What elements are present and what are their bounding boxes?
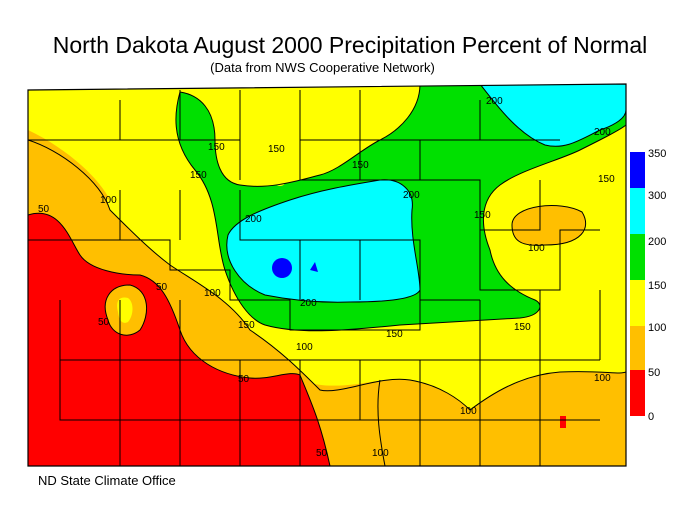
contour-label: 100 bbox=[100, 195, 117, 206]
legend-swatch bbox=[630, 152, 645, 188]
contour-label: 150 bbox=[474, 210, 491, 221]
credit-text: ND State Climate Office bbox=[38, 473, 176, 488]
contour-label: 100 bbox=[460, 406, 477, 417]
contour-label: 150 bbox=[208, 142, 225, 153]
map-subtitle: (Data from NWS Cooperative Network) bbox=[210, 60, 435, 75]
legend-label: 150 bbox=[648, 280, 666, 292]
legend-label: 200 bbox=[648, 236, 666, 248]
contour-label: 150 bbox=[352, 160, 369, 171]
contour-label: 100 bbox=[204, 288, 221, 299]
color-legend: 350 300 200 150 100 50 0 bbox=[630, 148, 666, 423]
contour-label: 100 bbox=[296, 342, 313, 353]
zone-100-150-hole-north bbox=[280, 118, 302, 140]
zone-300-350-spot-2 bbox=[310, 262, 318, 272]
legend-label: 300 bbox=[648, 190, 666, 202]
contour-label: 150 bbox=[238, 320, 255, 331]
map-title: North Dakota August 2000 Precipitation P… bbox=[52, 32, 648, 58]
legend-label: 350 bbox=[648, 148, 666, 160]
contour-label: 100 bbox=[372, 448, 389, 459]
zone-100-150-hole-small bbox=[274, 174, 286, 186]
contour-label: 50 bbox=[156, 282, 168, 293]
contour-label: 50 bbox=[238, 374, 250, 385]
legend-swatch bbox=[630, 370, 645, 416]
contour-label: 150 bbox=[514, 322, 531, 333]
contour-label: 100 bbox=[594, 373, 611, 384]
legend-swatch bbox=[630, 326, 645, 370]
contour-label: 150 bbox=[386, 329, 403, 340]
contour-label: 150 bbox=[598, 174, 615, 185]
contour-label: 50 bbox=[38, 204, 50, 215]
contour-label: 200 bbox=[300, 298, 317, 309]
state-outline bbox=[27, 83, 627, 467]
zone-300-350-spot-1 bbox=[272, 258, 292, 278]
legend-swatch bbox=[630, 188, 645, 234]
zone-100-150-island bbox=[117, 297, 133, 323]
contour-label: 100 bbox=[528, 243, 545, 254]
county-boundaries bbox=[28, 90, 601, 466]
contour-label: 200 bbox=[403, 190, 420, 201]
legend-label: 0 bbox=[648, 411, 654, 423]
zone-50-100-east bbox=[512, 205, 586, 246]
contour-label: 150 bbox=[190, 170, 207, 181]
contour-label: 150 bbox=[268, 144, 285, 155]
zone-50-100-south bbox=[300, 371, 626, 466]
zone-0-50-east-spot bbox=[560, 416, 566, 428]
zone-0-50 bbox=[28, 213, 330, 466]
contour-label: 200 bbox=[245, 214, 262, 225]
contour-lines bbox=[28, 84, 626, 466]
contour-fill-layer bbox=[28, 84, 626, 466]
zone-50-100-northwest bbox=[28, 130, 110, 200]
contour-label: 200 bbox=[594, 127, 611, 138]
contour-label: 50 bbox=[316, 448, 328, 459]
legend-label: 50 bbox=[648, 367, 660, 379]
contour-label: 50 bbox=[98, 317, 110, 328]
contour-label: 200 bbox=[486, 96, 503, 107]
legend-swatch bbox=[630, 280, 645, 326]
contour-labels: 50 100 150 150 150 200 150 200 200 150 1… bbox=[38, 96, 615, 459]
zone-200-300-northeast bbox=[480, 84, 626, 147]
legend-label: 100 bbox=[648, 322, 666, 334]
legend-swatch bbox=[630, 234, 645, 280]
